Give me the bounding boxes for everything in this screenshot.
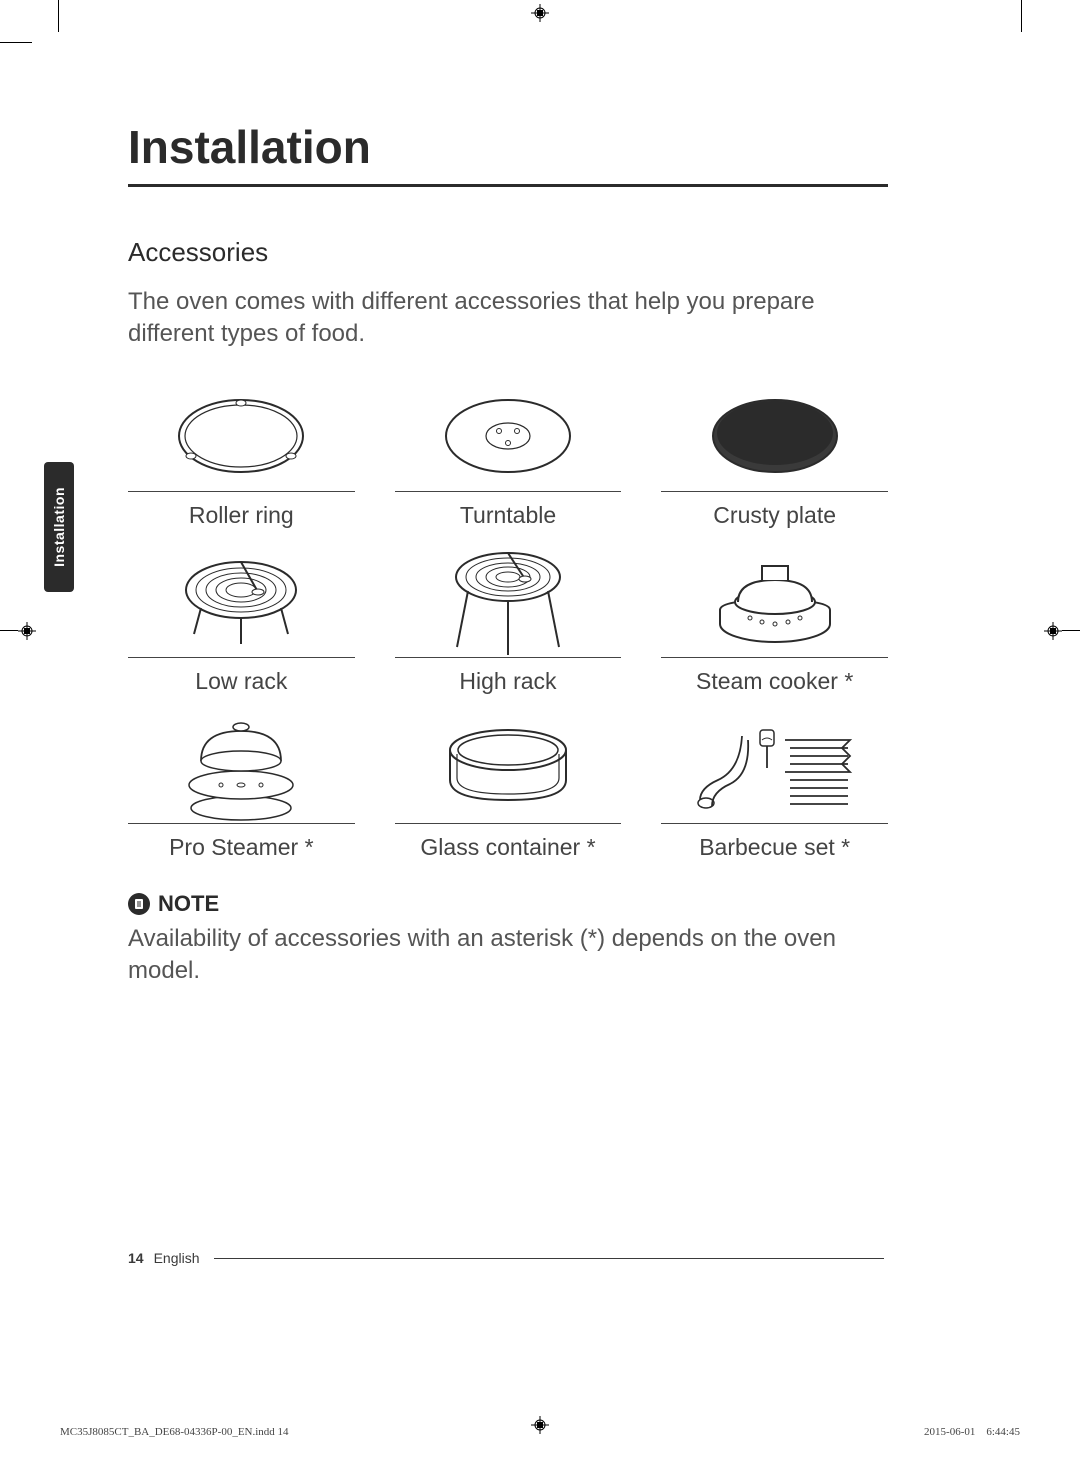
slug-timestamp: 2015-06-01 6:44:45 — [924, 1426, 1020, 1438]
footer-rule — [214, 1258, 885, 1259]
registration-mark-icon — [531, 4, 549, 22]
section-tab-label: Installation — [51, 487, 67, 567]
section-tab: Installation — [44, 462, 74, 592]
page-language: English — [154, 1250, 200, 1266]
crop-mark — [58, 0, 59, 32]
pro-steamer-icon — [128, 713, 355, 823]
turntable-icon — [395, 381, 622, 491]
print-slugline: MC35J8085CT_BA_DE68-04336P-00_EN.indd 14… — [60, 1426, 1020, 1438]
page-title: Installation — [128, 120, 888, 187]
section-subtitle: Accessories — [128, 237, 888, 268]
accessory-low-rack: Low rack — [128, 547, 355, 695]
page-content: Installation Accessories The oven comes … — [128, 120, 888, 988]
crop-mark — [1062, 630, 1080, 631]
page-number: 14 — [128, 1250, 144, 1266]
accessory-label: Turntable — [460, 502, 556, 528]
accessory-glass-container: Glass container * — [395, 713, 622, 861]
page-footer: 14 English — [128, 1250, 884, 1266]
accessories-grid: Roller ring Turntable Cru — [128, 381, 888, 861]
glass-container-icon — [395, 713, 622, 823]
accessory-turntable: Turntable — [395, 381, 622, 529]
crop-mark — [0, 42, 32, 43]
note-heading: NOTE — [128, 891, 888, 917]
barbecue-set-icon — [661, 713, 888, 823]
registration-mark-icon — [1044, 622, 1062, 640]
accessory-steam-cooker: Steam cooker * — [661, 547, 888, 695]
crop-mark — [1021, 0, 1022, 32]
roller-ring-icon — [128, 381, 355, 491]
crusty-plate-icon — [661, 381, 888, 491]
accessory-roller-ring: Roller ring — [128, 381, 355, 529]
crop-mark — [0, 630, 18, 631]
accessory-label: Crusty plate — [713, 502, 836, 528]
accessory-label: Roller ring — [189, 502, 294, 528]
accessory-label: Low rack — [195, 668, 287, 694]
slug-filename: MC35J8085CT_BA_DE68-04336P-00_EN.indd 14 — [60, 1426, 289, 1438]
high-rack-icon — [395, 547, 622, 657]
steam-cooker-icon — [661, 547, 888, 657]
accessory-label: Pro Steamer * — [169, 834, 313, 860]
accessory-pro-steamer: Pro Steamer * — [128, 713, 355, 861]
accessory-label: Steam cooker * — [696, 668, 853, 694]
note-icon — [128, 893, 150, 915]
registration-mark-icon — [18, 622, 36, 640]
accessory-label: Glass container * — [420, 834, 595, 860]
accessory-label: Barbecue set * — [699, 834, 850, 860]
note-label: NOTE — [158, 891, 219, 917]
accessory-high-rack: High rack — [395, 547, 622, 695]
intro-paragraph: The oven comes with different accessorie… — [128, 286, 888, 351]
low-rack-icon — [128, 547, 355, 657]
accessory-crusty-plate: Crusty plate — [661, 381, 888, 529]
accessory-label: High rack — [459, 668, 556, 694]
accessory-barbecue-set: Barbecue set * — [661, 713, 888, 861]
note-text: Availability of accessories with an aste… — [128, 923, 888, 988]
